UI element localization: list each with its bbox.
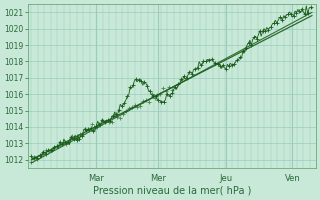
X-axis label: Pression niveau de la mer( hPa ): Pression niveau de la mer( hPa ) [92, 186, 251, 196]
